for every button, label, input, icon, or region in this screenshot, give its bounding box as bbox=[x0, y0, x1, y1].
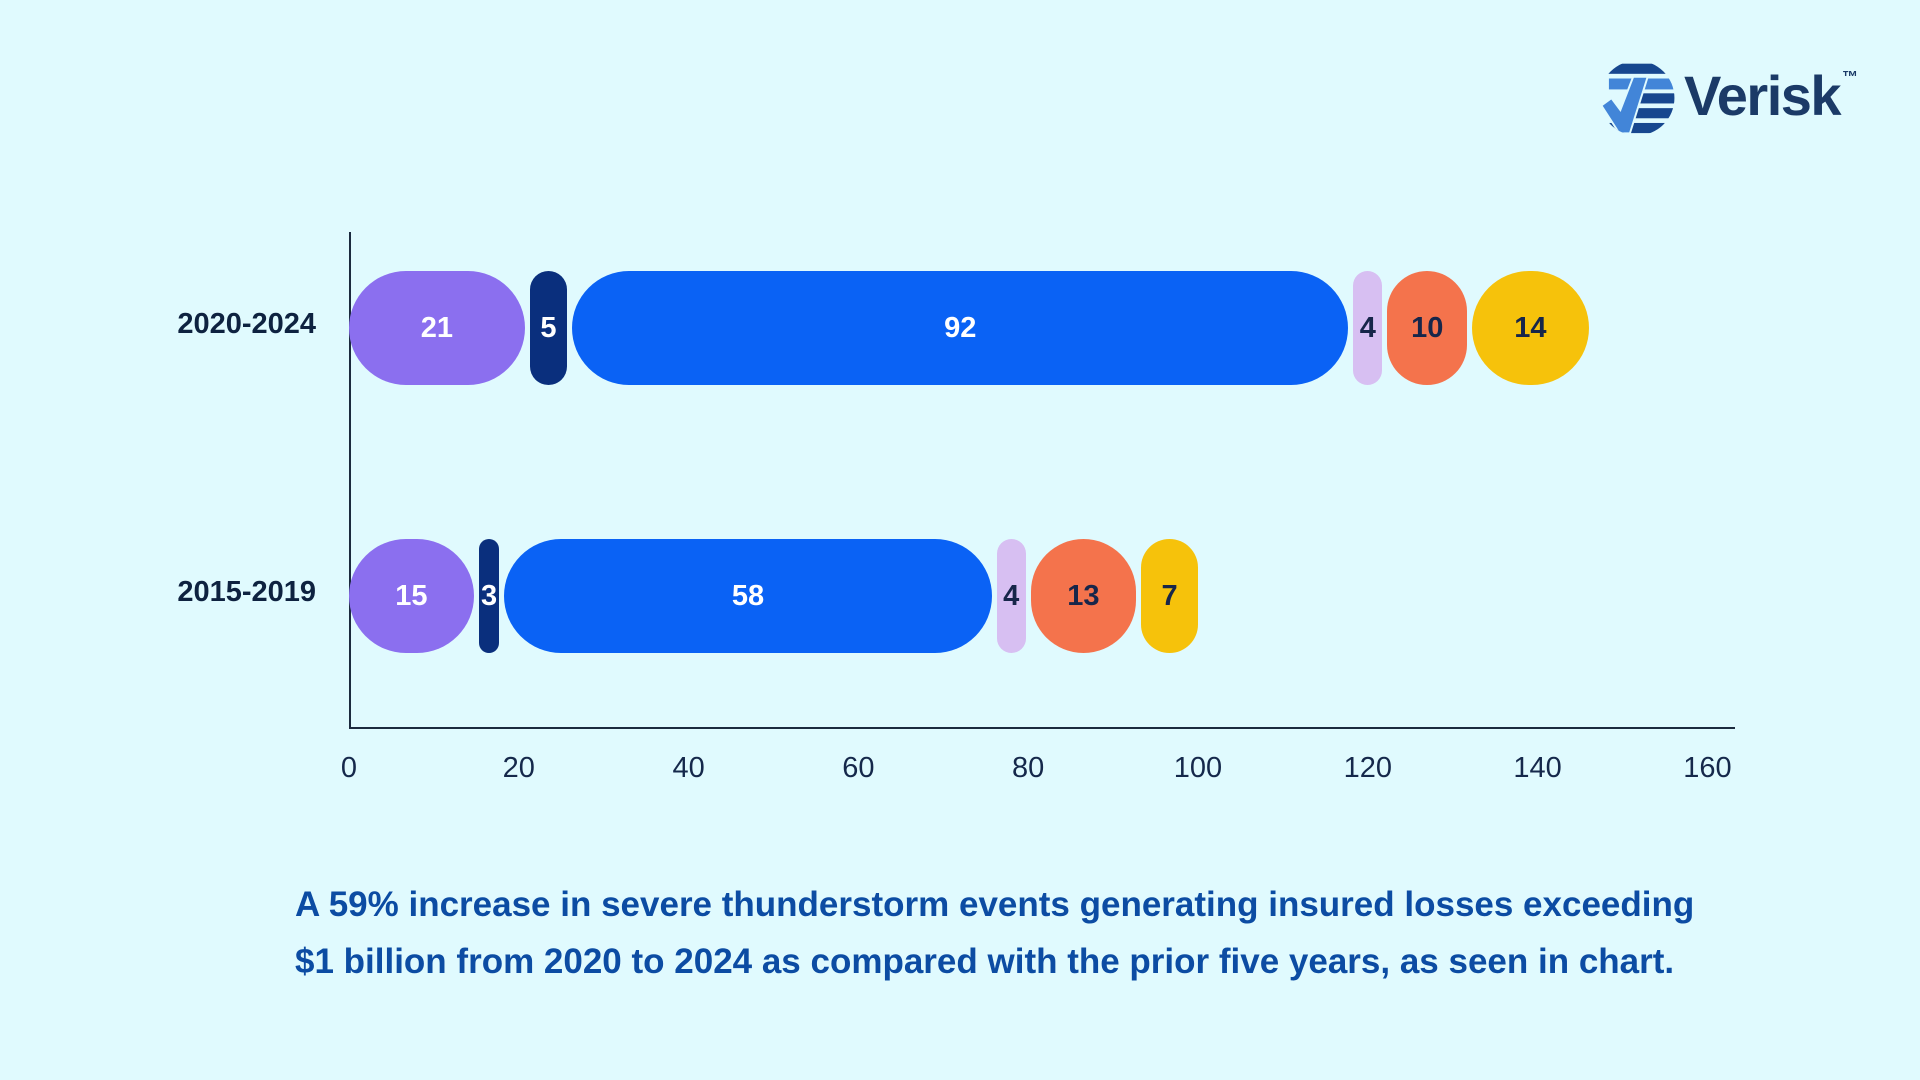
x-axis-line bbox=[349, 727, 1735, 729]
x-axis-tick-label: 0 bbox=[340, 752, 358, 784]
row-label: 2020-2024 bbox=[177, 308, 316, 340]
x-axis-tick-label: 140 bbox=[1513, 752, 1562, 784]
x-axis-tick-label: 20 bbox=[502, 752, 535, 784]
caption-line-2: $1 billion from 2020 to 2024 as compared… bbox=[295, 942, 1675, 981]
bar-segment: 5 bbox=[529, 271, 568, 385]
bar-segment: 3 bbox=[478, 539, 500, 653]
bar-segment: 4 bbox=[1353, 271, 1383, 385]
segment-value-label: 13 bbox=[1067, 579, 1100, 612]
x-axis-tick-label: 160 bbox=[1683, 752, 1732, 784]
y-axis-line bbox=[349, 232, 351, 729]
bar-segment: 15 bbox=[349, 539, 474, 653]
caption-text: A 59% increase in severe thunderstorm ev… bbox=[295, 876, 1694, 990]
x-axis-tick-label: 120 bbox=[1343, 752, 1392, 784]
segment-value-label: 3 bbox=[481, 579, 498, 612]
segment-value-label: 15 bbox=[395, 579, 428, 612]
x-axis-tick-label: 80 bbox=[1012, 752, 1045, 784]
bar-segment: 7 bbox=[1141, 539, 1198, 653]
bar-segment: 14 bbox=[1472, 271, 1589, 385]
x-axis-tick-label: 40 bbox=[672, 752, 705, 784]
x-axis-tick-label: 100 bbox=[1173, 752, 1223, 784]
verisk-brand-text: Verisk bbox=[1684, 64, 1842, 127]
verisk-wordmark: Verisk ™ bbox=[1684, 68, 1858, 124]
segment-value-label: 58 bbox=[731, 579, 765, 612]
segment-value-label: 4 bbox=[1359, 311, 1376, 344]
segment-value-label: 7 bbox=[1161, 579, 1178, 612]
segment-value-label: 10 bbox=[1411, 311, 1444, 344]
segment-value-label: 21 bbox=[420, 311, 454, 344]
segment-value-label: 5 bbox=[540, 311, 557, 344]
bar-segment: 58 bbox=[504, 539, 992, 653]
verisk-logo: Verisk ™ bbox=[1598, 58, 1858, 138]
bar-segment: 21 bbox=[349, 271, 525, 385]
bar-segment: 92 bbox=[572, 271, 1349, 385]
segment-value-label: 92 bbox=[944, 311, 977, 344]
bar-segment: 4 bbox=[996, 539, 1026, 653]
segment-value-label: 14 bbox=[1514, 311, 1547, 344]
verisk-globe-check-icon bbox=[1599, 63, 1675, 135]
row-label: 2015-2019 bbox=[177, 576, 316, 608]
trademark-symbol: ™ bbox=[1842, 69, 1858, 86]
caption-line-1: A 59% increase in severe thunderstorm ev… bbox=[295, 885, 1695, 924]
segment-value-label: 4 bbox=[1003, 579, 1020, 612]
bar-segment: 13 bbox=[1030, 539, 1137, 653]
x-axis-tick-label: 60 bbox=[842, 752, 875, 784]
bar-segment: 10 bbox=[1387, 271, 1468, 385]
